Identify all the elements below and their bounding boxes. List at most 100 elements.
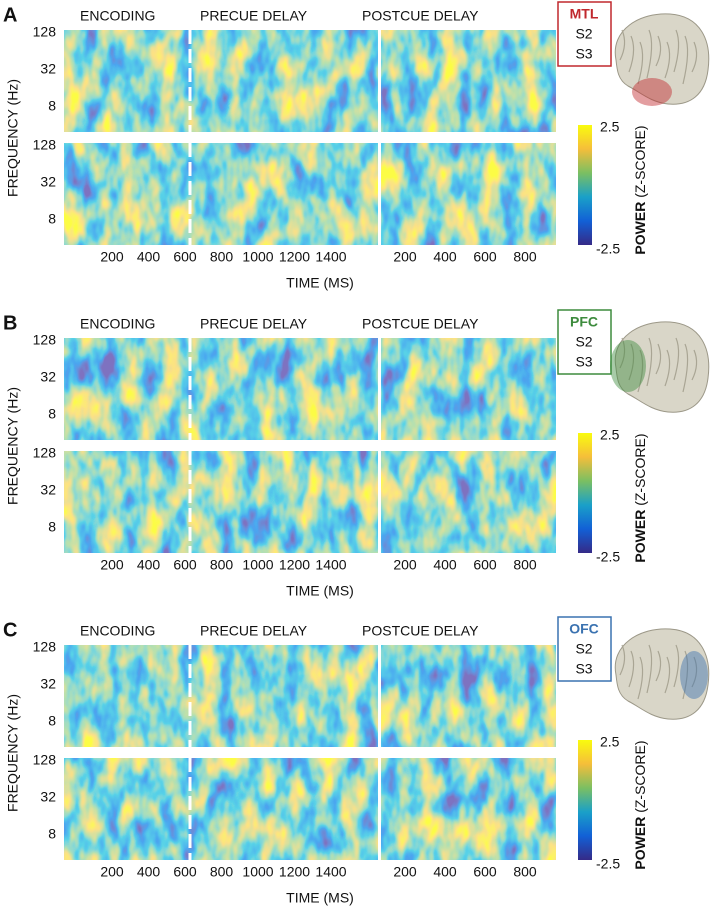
- brain-gyrus: [664, 349, 671, 387]
- y-tick-label: 32: [40, 789, 56, 805]
- spectrogram: [381, 645, 556, 747]
- spectrogram: [381, 451, 556, 553]
- colorbar-max-label: 2.5: [600, 734, 620, 750]
- x-tick-label: 400: [137, 557, 161, 573]
- y-tick-label: 8: [48, 713, 56, 729]
- colorbar-title: POWER: [632, 202, 648, 255]
- spectrogram: [381, 30, 556, 132]
- y-tick-label: 8: [48, 406, 56, 422]
- x-tick-label: 600: [173, 864, 197, 880]
- y-tick-label: 8: [48, 826, 56, 842]
- epoch-header: PRECUE DELAY: [200, 8, 308, 24]
- colorbar: [578, 433, 592, 553]
- spectrogram: [64, 143, 378, 245]
- x-tick-label: 1200: [279, 557, 310, 573]
- region-box: [557, 309, 612, 375]
- colorbar-min-label: -2.5: [596, 856, 620, 872]
- brain-gyrus: [646, 644, 653, 694]
- y-axis-label: FREQUENCY (Hz): [5, 79, 21, 197]
- brain-gyrus: [628, 35, 635, 73]
- y-tick-label: 128: [33, 137, 57, 153]
- spectrogram: [381, 758, 556, 860]
- x-tick-label: 600: [473, 557, 497, 573]
- y-tick-label: 32: [40, 61, 56, 77]
- brain-gyrus: [655, 343, 662, 375]
- spectrogram: [381, 143, 556, 245]
- y-tick-label: 32: [40, 174, 56, 190]
- colorbar: [578, 125, 592, 245]
- panel-letter: B: [3, 312, 17, 334]
- colorbar-max-label: 2.5: [600, 119, 620, 135]
- x-tick-label: 800: [513, 864, 537, 880]
- brain-gyrus: [619, 29, 626, 61]
- x-axis-label: TIME (MS): [286, 890, 354, 906]
- spectrogram: [64, 338, 378, 440]
- epoch-header: PRECUE DELAY: [200, 316, 308, 332]
- x-tick-label: 800: [210, 249, 234, 265]
- y-tick-label: 32: [40, 676, 56, 692]
- subject-label: S2: [575, 334, 592, 350]
- brain-gyrus: [682, 343, 689, 393]
- brain-gyrus: [655, 35, 662, 67]
- subject-label: S3: [575, 661, 592, 677]
- panel: C ENCODING PRECUE DELAY POSTCUE DELAY 128 32 8…: [3, 616, 710, 906]
- x-tick-label: 1000: [242, 249, 273, 265]
- epoch-header: ENCODING: [80, 316, 155, 332]
- x-tick-label: 200: [393, 249, 417, 265]
- colorbar-max-label: 2.5: [600, 427, 620, 443]
- spectrogram: [381, 338, 556, 440]
- y-tick-label: 128: [33, 332, 57, 348]
- brain-gyrus: [646, 29, 653, 79]
- y-axis-label: FREQUENCY (Hz): [5, 387, 21, 505]
- spectrogram: [64, 645, 378, 747]
- colorbar-unit: (Z-SCORE): [632, 125, 648, 197]
- y-tick-label: 128: [33, 24, 57, 40]
- colorbar-unit: (Z-SCORE): [632, 433, 648, 505]
- brain-gyrus: [628, 343, 635, 381]
- x-axis-label: TIME (MS): [286, 583, 354, 599]
- x-tick-label: 1000: [242, 864, 273, 880]
- colorbar-title: POWER: [632, 817, 648, 870]
- brain-gyrus: [682, 35, 689, 85]
- y-tick-label: 32: [40, 369, 56, 385]
- epoch-header: PRECUE DELAY: [200, 623, 308, 639]
- brain-gyrus: [637, 41, 644, 85]
- y-tick-label: 8: [48, 98, 56, 114]
- region-highlight: [610, 340, 646, 392]
- x-tick-label: 400: [137, 249, 161, 265]
- x-tick-label: 600: [173, 557, 197, 573]
- region-name: OFC: [569, 621, 599, 637]
- subject-label: S3: [575, 46, 592, 62]
- brain-gyrus: [637, 656, 644, 700]
- region-name: PFC: [570, 314, 598, 330]
- brain-gyrus: [637, 349, 644, 393]
- brain-gyrus: [673, 644, 680, 688]
- epoch-header: POSTCUE DELAY: [362, 623, 479, 639]
- brain-gyrus: [673, 29, 680, 73]
- x-tick-label: 200: [393, 864, 417, 880]
- epoch-header: POSTCUE DELAY: [362, 8, 479, 24]
- spectrogram: [64, 30, 378, 132]
- x-tick-label: 400: [433, 557, 457, 573]
- x-tick-label: 600: [473, 864, 497, 880]
- x-tick-label: 1200: [279, 249, 310, 265]
- y-tick-label: 128: [33, 445, 57, 461]
- brain-gyrus: [691, 349, 698, 381]
- brain-gyrus: [664, 41, 671, 79]
- y-tick-label: 32: [40, 482, 56, 498]
- colorbar-title: POWER: [632, 510, 648, 563]
- colorbar: [578, 740, 592, 860]
- x-tick-label: 1400: [315, 864, 346, 880]
- y-axis-label: FREQUENCY (Hz): [5, 694, 21, 812]
- panel-letter: C: [3, 619, 17, 641]
- x-tick-label: 400: [433, 249, 457, 265]
- brain-gyrus: [691, 656, 698, 688]
- x-tick-label: 600: [173, 249, 197, 265]
- colorbar-min-label: -2.5: [596, 549, 620, 565]
- region-box: [557, 1, 612, 67]
- brain-gyrus: [664, 656, 671, 694]
- subject-label: S2: [575, 641, 592, 657]
- x-tick-label: 600: [473, 249, 497, 265]
- x-tick-label: 400: [433, 864, 457, 880]
